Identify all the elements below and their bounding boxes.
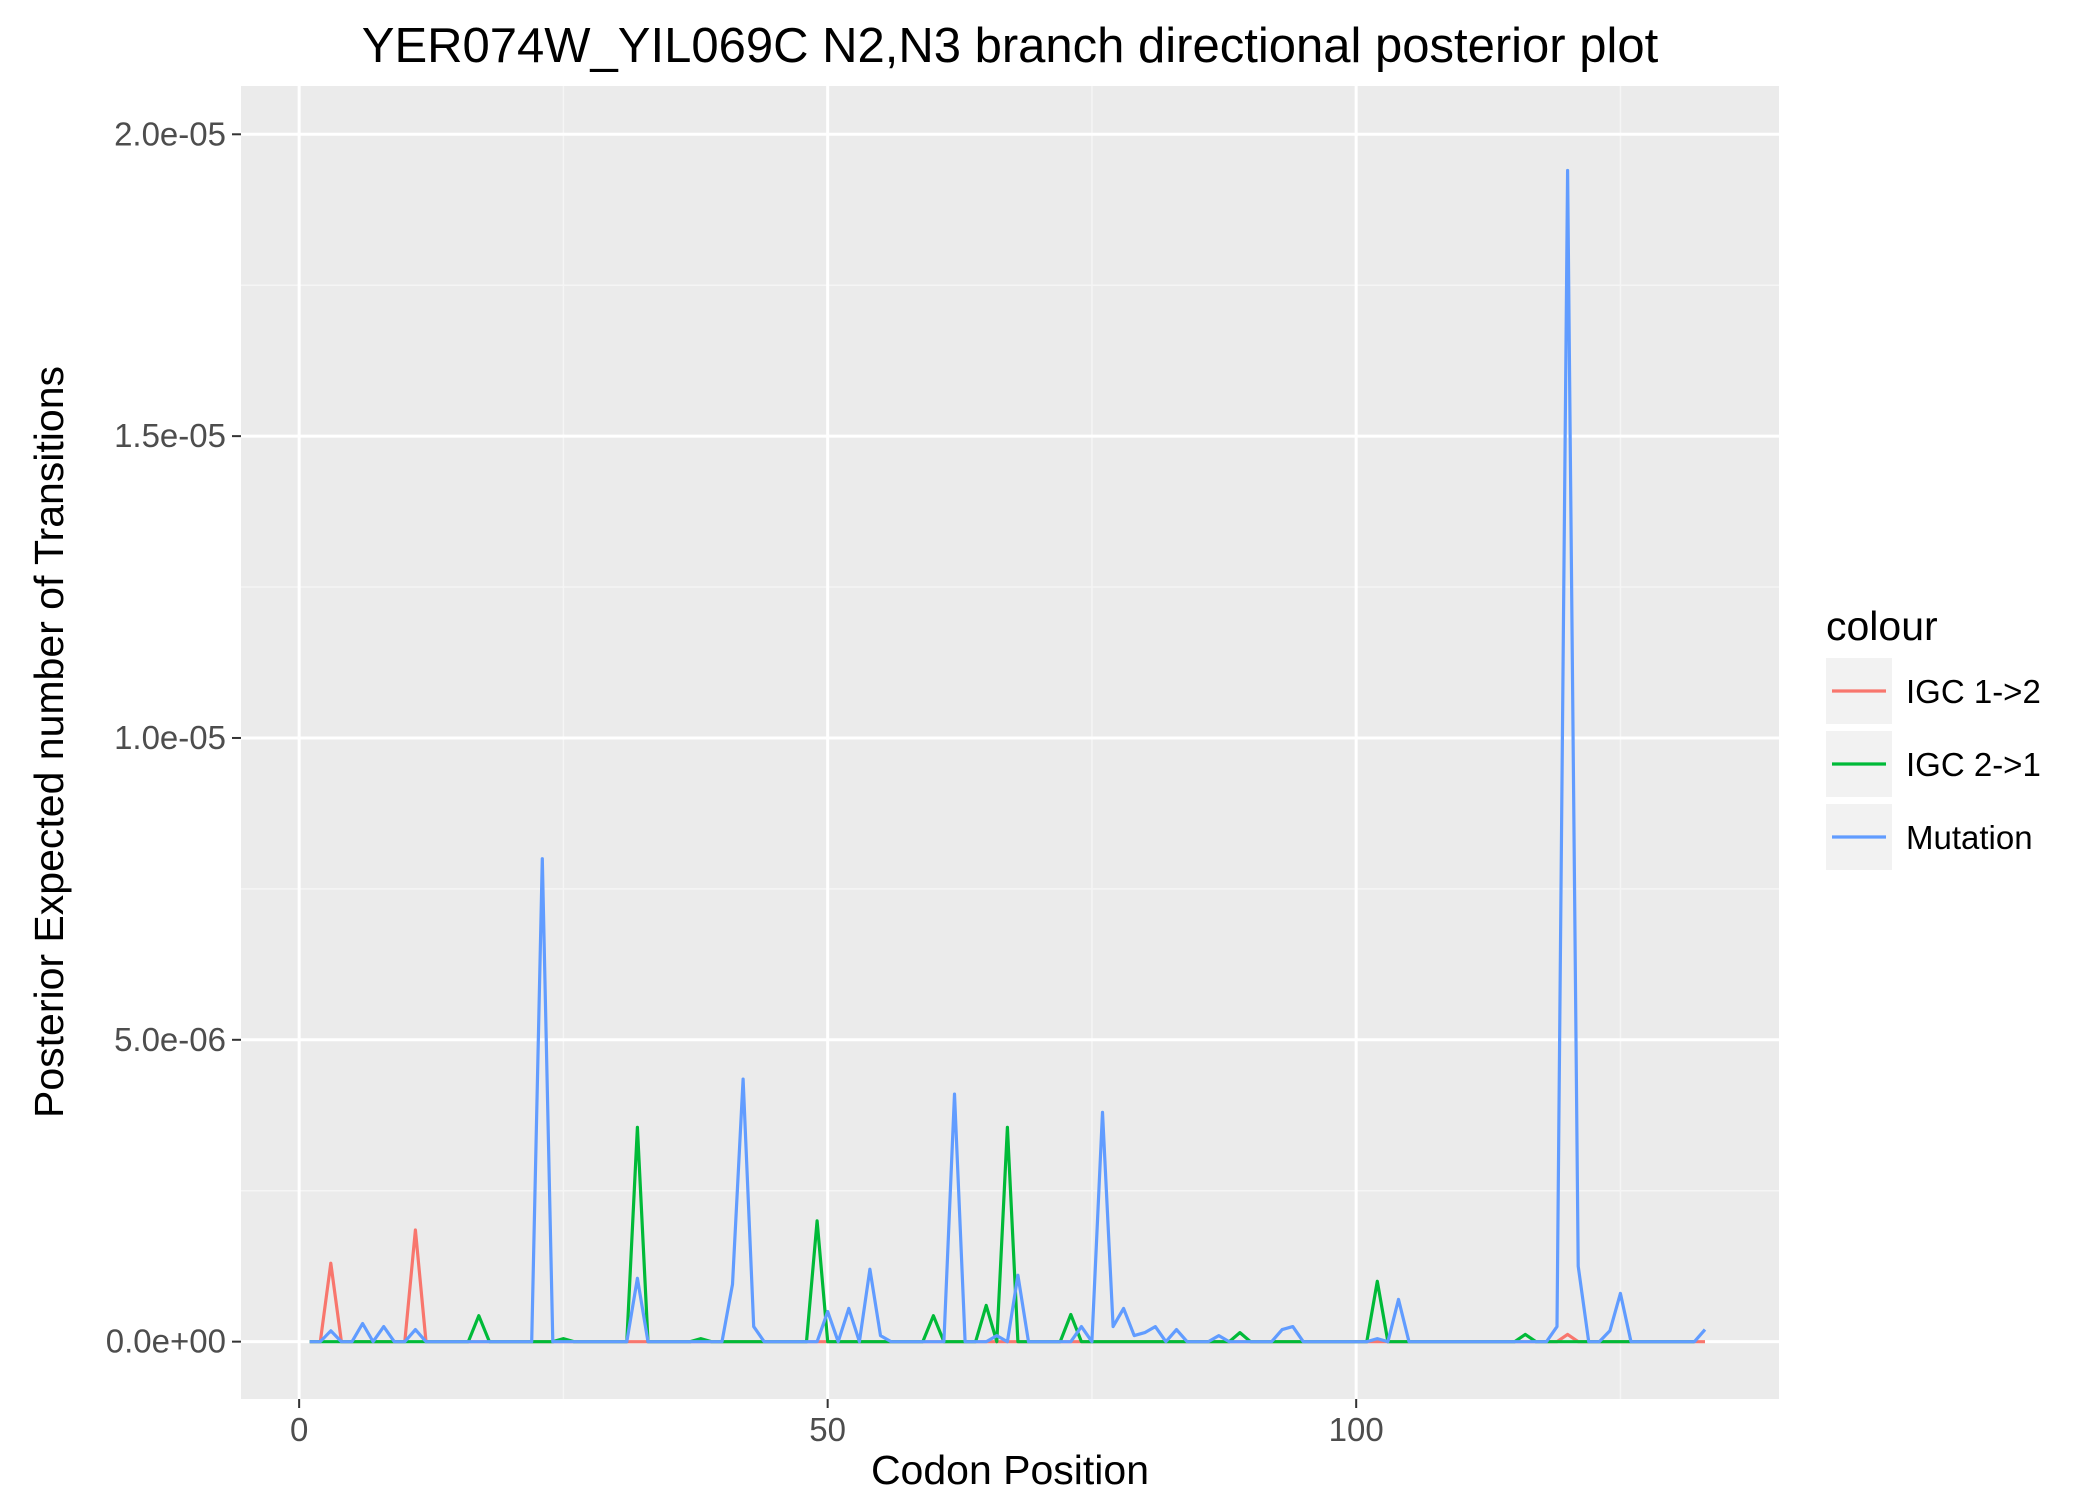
legend-title: colour [1826, 603, 1938, 649]
legend-label: IGC 1->2 [1906, 673, 2041, 710]
x-tick-label: 0 [290, 1411, 308, 1448]
y-tick-label: 1.0e-05 [114, 719, 226, 756]
y-tick-label: 2.0e-05 [114, 115, 226, 152]
series-line-mutation [309, 168, 1707, 1344]
chart-title: YER074W_YIL069C N2,N3 branch directional… [362, 19, 1659, 73]
y-tick-label: 5.0e-06 [114, 1021, 226, 1058]
minor-gridlines [241, 86, 1779, 1399]
legend-label: Mutation [1906, 819, 2033, 856]
x-tick-label: 100 [1329, 1411, 1384, 1448]
legend: colour IGC 1->2 IGC 2->1 Mutation [1826, 603, 2041, 870]
y-axis-title: Posterior Expected number of Transitions [26, 366, 72, 1118]
legend-items: IGC 1->2 IGC 2->1 Mutation [1826, 658, 2041, 870]
series-lines [309, 168, 1707, 1344]
x-tick-label: 50 [809, 1411, 846, 1448]
y-axis-ticks: 0.0e+00 5.0e-06 1.0e-05 1.5e-05 2.0e-05 [106, 115, 241, 1360]
legend-label: IGC 2->1 [1906, 746, 2041, 783]
y-tick-label: 1.5e-05 [114, 417, 226, 454]
y-tick-label: 0.0e+00 [106, 1323, 226, 1360]
x-axis-ticks: 0 50 100 [290, 1399, 1384, 1448]
x-axis-title: Codon Position [871, 1447, 1149, 1493]
